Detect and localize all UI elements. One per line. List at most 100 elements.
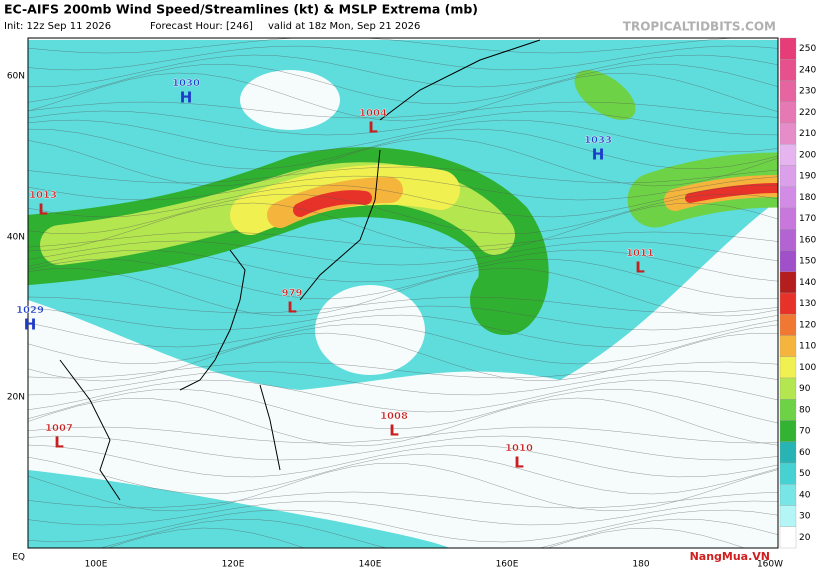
valid-time: valid at 18z Mon, Sep 21 2026 <box>268 21 420 32</box>
lon-label: 160E <box>496 560 519 570</box>
init: Init: 12z Sep 11 2026 <box>4 21 111 32</box>
colorbar-swatch <box>779 122 797 145</box>
watermark: NangMua.VN <box>690 550 770 563</box>
pressure-value: 1029 <box>16 305 44 316</box>
colorbar-label: 220 <box>799 108 816 118</box>
streamline <box>28 463 778 512</box>
streamline <box>28 500 778 526</box>
pressure-letter: L <box>38 201 48 219</box>
lon-label: 160W <box>757 560 783 570</box>
streamlines <box>28 38 778 548</box>
streamline <box>28 258 778 300</box>
lat-label: 20N <box>7 393 25 403</box>
colorbar-label: 80 <box>799 405 811 415</box>
wind-area <box>28 470 450 548</box>
colorbar-label: 40 <box>799 490 811 500</box>
colorbar-label: 210 <box>799 129 816 139</box>
colorbar-swatch <box>779 526 797 549</box>
streamline <box>28 202 778 252</box>
colorbar-label: 170 <box>799 214 816 224</box>
colorbar-swatch <box>779 484 797 506</box>
coastline <box>59 39 541 501</box>
streamline <box>28 323 778 365</box>
streamline <box>107 527 746 548</box>
streamline <box>28 240 778 266</box>
pressure-value: 1004 <box>359 108 387 119</box>
streamline <box>28 193 778 235</box>
streamline <box>28 314 778 348</box>
pressure-letter: L <box>389 422 399 440</box>
streamline <box>28 370 778 396</box>
streamline <box>28 231 778 249</box>
lon-label: 180 <box>632 560 649 570</box>
streamline <box>28 110 778 136</box>
streamline <box>28 453 778 495</box>
jet <box>293 190 372 217</box>
colorbar-label: 120 <box>799 320 816 330</box>
colorbar-swatch <box>779 207 797 230</box>
pressure-letter: L <box>287 299 297 317</box>
streamline <box>28 54 778 88</box>
colorbar-label: 230 <box>799 87 816 97</box>
streamline <box>28 332 778 382</box>
streamline <box>28 305 778 331</box>
pressure-letter: L <box>54 434 64 452</box>
pressure-value: 1030 <box>172 78 200 89</box>
streamline <box>28 444 778 478</box>
streamline <box>28 45 778 71</box>
colorbar-label: 240 <box>799 65 816 75</box>
streamline <box>28 128 778 170</box>
streamline <box>28 379 778 413</box>
colorbar-swatch <box>779 377 797 400</box>
pressure-value: 979 <box>282 288 303 299</box>
colorbar-swatch <box>779 101 797 124</box>
site: TROPICALTIDBITS.COM <box>623 20 776 34</box>
colorbar-label: 160 <box>799 235 816 245</box>
pressure-letter: H <box>180 89 193 107</box>
pressure-value: 1008 <box>380 411 408 422</box>
colorbar-label: 150 <box>799 257 816 267</box>
colorbar-label: 250 <box>799 44 816 54</box>
colorbar-swatch <box>779 271 797 294</box>
pressure-value: 1007 <box>45 423 73 434</box>
colorbar-label: 190 <box>799 172 816 182</box>
streamline <box>28 267 778 317</box>
colorbar-swatch <box>779 80 797 102</box>
pressure-value: 1033 <box>584 135 612 146</box>
colorbar-swatch <box>779 37 797 60</box>
forecast-hour: Forecast Hour: [246] <box>150 21 253 32</box>
lon-label: 120E <box>222 560 245 570</box>
colorbar-swatch <box>779 420 797 442</box>
streamline <box>28 426 778 444</box>
colorbar-swatch <box>779 314 797 336</box>
colorbar-swatch <box>779 186 797 209</box>
colorbar-label: 200 <box>799 150 816 160</box>
lon-label: 140E <box>359 560 382 570</box>
wind-area <box>28 40 778 150</box>
streamline <box>28 491 778 509</box>
streamline <box>28 137 778 187</box>
streamline <box>28 397 778 447</box>
wind-area <box>574 70 636 120</box>
colorbar-swatch <box>779 144 797 166</box>
pressure-value: 1010 <box>505 443 533 454</box>
streamline <box>28 361 778 379</box>
colorbar-label: 70 <box>799 427 811 437</box>
colorbar-label: 130 <box>799 299 816 309</box>
jet <box>685 183 778 203</box>
lat-label: EQ <box>12 553 25 563</box>
colorbar-swatch <box>779 165 797 187</box>
lat-label: 40N <box>7 233 25 243</box>
colorbar-label: 110 <box>799 342 816 352</box>
colorbar-label: 180 <box>799 193 816 203</box>
colorbar-swatch <box>779 505 797 527</box>
colorbar-label: 140 <box>799 278 816 288</box>
colorbar-swatch <box>779 335 797 357</box>
colorbar-swatch <box>779 441 797 464</box>
streamline <box>28 509 778 543</box>
colorbar-label: 100 <box>799 363 816 373</box>
pressure-letter: L <box>635 259 645 277</box>
streamline <box>28 119 778 153</box>
colorbar-label: 60 <box>799 448 811 458</box>
